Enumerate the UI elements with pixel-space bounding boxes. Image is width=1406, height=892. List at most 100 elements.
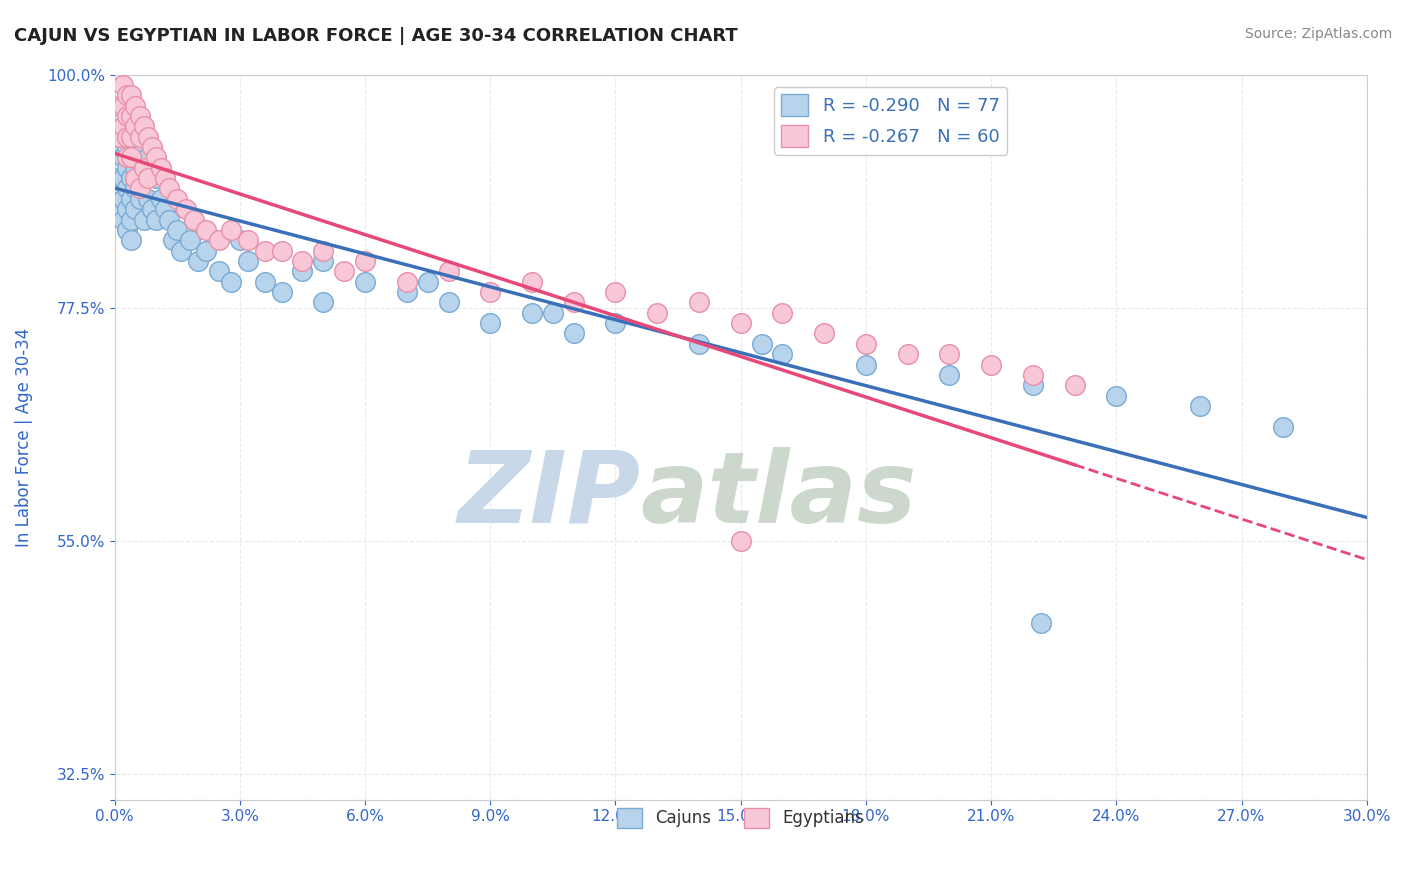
Point [562,295,585,310]
Point [195,244,218,258]
Point [111,192,134,206]
Point [128,171,150,186]
Point [120,129,142,144]
Point [107,140,129,154]
Point [107,171,129,186]
Point [813,326,835,341]
Point [166,192,188,206]
Point [145,150,167,164]
Point [115,129,138,144]
Point [132,120,155,134]
Point [124,181,146,195]
Point [115,140,138,154]
Point [115,161,138,175]
Point [221,223,243,237]
Point [115,88,138,103]
Point [115,150,138,164]
Text: atlas: atlas [641,447,917,543]
Point [270,244,292,258]
Point [333,264,356,278]
Point [166,223,188,237]
Point [132,140,155,154]
Point [149,192,172,206]
Point [111,78,134,92]
Legend: Cajuns, Egyptians: Cajuns, Egyptians [610,801,872,835]
Point [115,202,138,216]
Point [157,181,180,195]
Point [111,98,134,112]
Point [730,316,752,330]
Point [128,192,150,206]
Point [980,358,1002,372]
Point [162,233,184,247]
Point [520,306,543,320]
Point [751,336,773,351]
Point [479,316,502,330]
Point [132,212,155,227]
Point [120,88,142,103]
Point [1188,399,1211,413]
Point [115,223,138,237]
Point [437,264,460,278]
Point [187,254,209,268]
Point [312,295,335,310]
Point [120,129,142,144]
Point [136,171,159,186]
Point [688,295,710,310]
Point [238,254,260,268]
Point [111,120,134,134]
Point [645,306,668,320]
Point [855,336,877,351]
Point [115,109,138,123]
Point [855,358,877,372]
Point [730,533,752,548]
Point [253,275,276,289]
Point [115,181,138,195]
Point [938,347,960,361]
Point [291,264,314,278]
Point [229,233,252,247]
Point [120,109,142,123]
Point [253,244,276,258]
Point [291,254,314,268]
Point [107,202,129,216]
Point [770,306,793,320]
Point [136,150,159,164]
Point [541,306,564,320]
Point [145,171,167,186]
Point [124,171,146,186]
Point [124,120,146,134]
Point [136,192,159,206]
Point [120,212,142,227]
Point [770,347,793,361]
Point [145,212,167,227]
Point [520,275,543,289]
Point [128,109,150,123]
Point [120,150,142,164]
Point [120,233,142,247]
Point [120,192,142,206]
Point [111,212,134,227]
Point [938,368,960,382]
Point [124,202,146,216]
Point [124,98,146,112]
Point [120,109,142,123]
Point [208,264,231,278]
Point [1022,368,1045,382]
Point [437,295,460,310]
Point [120,171,142,186]
Point [128,129,150,144]
Point [605,316,627,330]
Point [174,202,197,216]
Point [1105,388,1128,402]
Point [132,161,155,175]
Point [153,171,176,186]
Point [111,120,134,134]
Y-axis label: In Labor Force | Age 30-34: In Labor Force | Age 30-34 [15,327,32,547]
Point [354,275,377,289]
Point [1022,378,1045,392]
Point [688,336,710,351]
Point [562,326,585,341]
Point [195,223,218,237]
Point [111,150,134,164]
